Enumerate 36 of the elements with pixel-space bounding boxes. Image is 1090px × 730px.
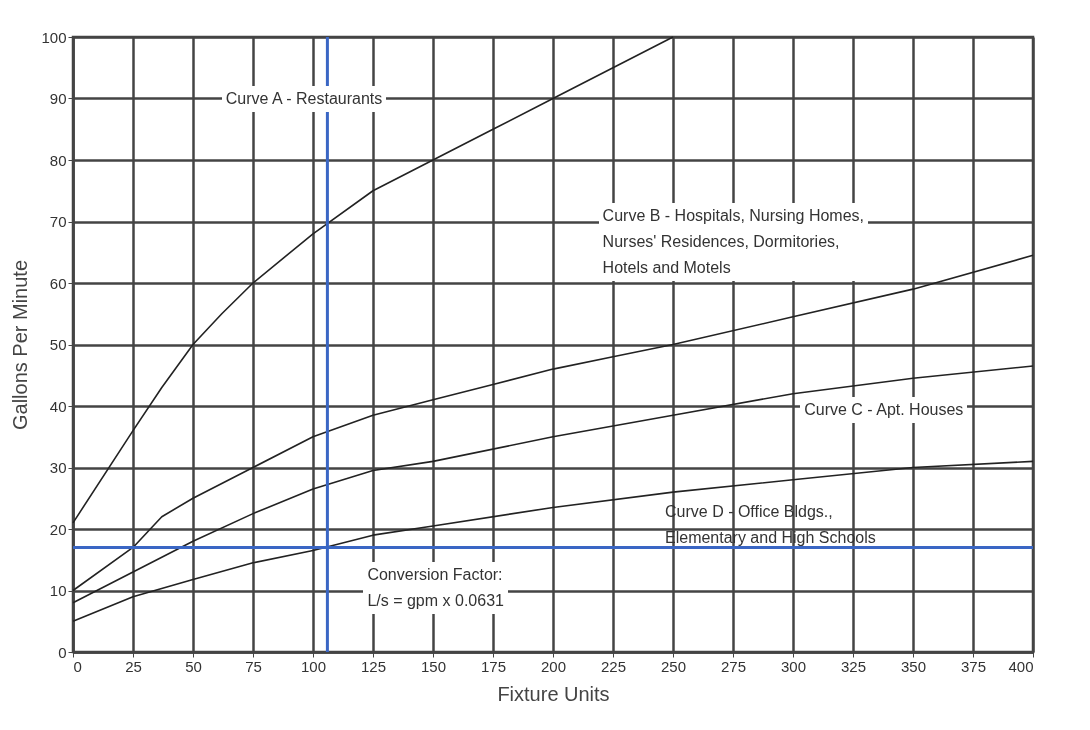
line-series <box>72 460 1034 623</box>
y-tick-label: 80 <box>49 151 67 169</box>
y-tick-label: 60 <box>49 274 67 292</box>
x-tick-label: 175 <box>480 657 507 675</box>
x-tick-label: 75 <box>245 657 262 675</box>
annotation: Curve C - Apt. Houses <box>800 396 968 423</box>
x-tick-label: 375 <box>960 657 987 675</box>
x-tick-label: 100 <box>300 657 327 675</box>
y-tick-label: 90 <box>49 90 67 107</box>
annotation: Curve B - Hospitals, Nursing Homes, Nurses' Residences, Dormitories, Hotels and Motels <box>598 203 869 282</box>
x-tick-label: 225 <box>600 657 627 675</box>
y-tick-label: 50 <box>49 336 67 353</box>
x-tick-label: 150 <box>420 657 447 675</box>
y-axis-title: Gallons Per Minute <box>9 259 32 431</box>
x-tick-label: 400 <box>1008 657 1034 675</box>
y-tick-label: 10 <box>49 582 67 599</box>
y-tick-label: 70 <box>49 213 67 230</box>
x-tick-label: 50 <box>185 657 202 675</box>
y-tick-label: 20 <box>49 520 67 538</box>
line-series <box>72 254 1034 592</box>
x-tick-label: 300 <box>780 657 807 675</box>
y-tick-label: 30 <box>49 459 67 476</box>
x-tick-label: 25 <box>125 657 142 675</box>
x-tick-label: 125 <box>360 657 387 675</box>
x-tick-label: 200 <box>540 657 567 675</box>
x-tick-label: 325 <box>840 657 867 675</box>
x-tick-label: 250 <box>660 657 687 675</box>
x-axis-title: Fixture Units <box>497 682 610 705</box>
y-tick-label: 40 <box>49 397 67 415</box>
x-tick-label: 275 <box>720 657 747 675</box>
x-tick-label: 350 <box>900 657 927 675</box>
annotation: Curve A - Restaurants <box>221 86 387 113</box>
y-tick-label: 100 <box>41 28 67 46</box>
y-tick-label: 0 <box>58 643 67 661</box>
x-tick-label: 0 <box>73 657 82 675</box>
annotation: Conversion Factor: L/s = gpm x 0.0631 <box>363 561 508 614</box>
